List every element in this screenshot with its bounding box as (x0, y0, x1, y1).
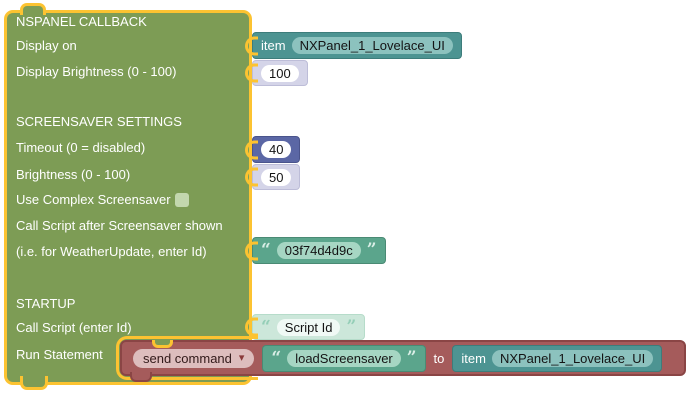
close-quote-icon: ” (366, 240, 377, 260)
previous-connector-notch (20, 3, 46, 15)
open-quote-icon: “ (271, 347, 282, 368)
script-id-field[interactable]: 03f74d4d9c (276, 242, 361, 259)
item-name-field[interactable]: NXPanel_1_Lovelace_UI (491, 349, 654, 367)
number-field[interactable]: 40 (261, 141, 292, 158)
row-label-call-script-after: Call Script after Screensaver shown (16, 218, 223, 233)
row-label-brightness: Brightness (0 - 100) (16, 167, 131, 182)
number-field[interactable]: 50 (261, 168, 292, 186)
item-keyword-label: item (261, 38, 286, 53)
row-label-run-statement: Run Statement (16, 347, 103, 362)
open-quote-icon: “ (261, 240, 271, 260)
row-label-display-on: Display on (16, 38, 77, 53)
dropdown-value: send command (143, 350, 232, 366)
next-connector-notch (20, 376, 48, 390)
item-block-target[interactable]: item NXPanel_1_Lovelace_UI (452, 344, 663, 372)
row-label-display-brightness: Display Brightness (0 - 100) (16, 64, 177, 79)
number-block-brightness[interactable]: 50 (245, 164, 301, 190)
nspanel-callback-block[interactable] (4, 10, 252, 385)
section-label-screensaver-settings: SCREENSAVER SETTINGS (16, 114, 182, 129)
use-complex-label: Use Complex Screensaver (16, 192, 171, 207)
statement-connector-notch (152, 340, 173, 348)
number-field[interactable]: 100 (261, 64, 299, 82)
block-title: NSPANEL CALLBACK (16, 14, 147, 29)
item-keyword-label: item (461, 350, 486, 366)
string-block-startup-script-id[interactable]: “ Script Id ” (245, 314, 366, 340)
next-connector-notch (130, 372, 152, 382)
row-label-call-script: Call Script (enter Id) (16, 320, 132, 335)
command-field[interactable]: loadScreensaver (287, 349, 401, 367)
number-block-timeout[interactable]: 40 (245, 136, 301, 163)
to-label: to (433, 350, 445, 366)
item-block-display-on[interactable]: item NXPanel_1_Lovelace_UI (245, 32, 462, 59)
item-name-field[interactable]: NXPanel_1_Lovelace_UI (291, 37, 453, 54)
input-connector (245, 241, 258, 260)
input-connector (245, 36, 258, 55)
row-label-ie-hint: (i.e. for WeatherUpdate, enter Id) (16, 244, 207, 259)
input-connector (245, 167, 258, 187)
row-label-timeout: Timeout (0 = disabled) (16, 140, 146, 155)
input-connector (245, 63, 258, 83)
input-connector (245, 140, 258, 159)
input-connector (245, 317, 258, 337)
send-command-block[interactable]: send command ▾ “ loadScreensaver ” to it… (120, 340, 686, 382)
command-type-dropdown[interactable]: send command ▾ (133, 348, 255, 368)
string-block-screensaver-script-id[interactable]: “ 03f74d4d9c ” (245, 237, 386, 264)
row-label-use-complex-screensaver: Use Complex Screensaver (16, 192, 189, 208)
close-quote-icon: ” (346, 316, 357, 337)
script-id-field[interactable]: Script Id (276, 318, 341, 336)
close-quote-icon: ” (406, 347, 417, 368)
number-block-display-brightness[interactable]: 100 (245, 60, 308, 86)
use-complex-checkbox[interactable] (174, 193, 189, 207)
section-label-startup: STARTUP (16, 296, 76, 311)
chevron-down-icon: ▾ (238, 351, 245, 364)
string-block-command[interactable]: “ loadScreensaver ” (262, 344, 426, 372)
open-quote-icon: “ (261, 316, 271, 337)
